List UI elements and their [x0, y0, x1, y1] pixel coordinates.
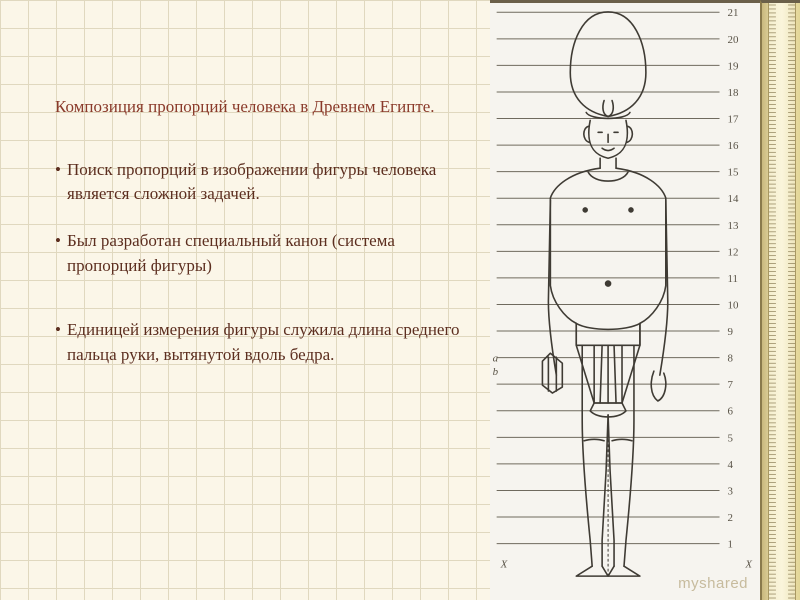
- list-item: Был разработан специальный канон (систем…: [55, 229, 460, 278]
- svg-text:19: 19: [727, 60, 738, 72]
- ruler-ticks: [769, 3, 795, 600]
- svg-text:X: X: [500, 558, 509, 570]
- figure-panel: 123456789101112131415161718192021 abXX: [490, 0, 760, 600]
- ruler-panel: [760, 0, 800, 600]
- text-panel: Композиция пропорций человека в Древнем …: [0, 0, 490, 600]
- svg-text:18: 18: [727, 87, 738, 99]
- svg-text:a: a: [493, 353, 499, 365]
- svg-text:7: 7: [727, 379, 733, 391]
- svg-text:2: 2: [727, 512, 732, 524]
- svg-text:15: 15: [727, 167, 738, 179]
- svg-text:13: 13: [727, 220, 738, 232]
- svg-text:9: 9: [727, 326, 733, 338]
- svg-text:5: 5: [727, 432, 733, 444]
- proportion-diagram: 123456789101112131415161718192021 abXX: [490, 3, 760, 600]
- list-item: Поиск пропорций в изображении фигуры чел…: [55, 158, 460, 207]
- svg-text:4: 4: [727, 459, 733, 471]
- svg-text:17: 17: [727, 113, 738, 125]
- svg-text:16: 16: [727, 140, 738, 152]
- page-title: Композиция пропорций человека в Древнем …: [55, 95, 460, 120]
- svg-text:3: 3: [727, 485, 733, 497]
- svg-text:8: 8: [727, 353, 733, 365]
- ruler-scale: [768, 3, 796, 600]
- svg-text:b: b: [493, 366, 499, 378]
- bullet-list: Поиск пропорций в изображении фигуры чел…: [55, 158, 460, 368]
- svg-text:14: 14: [727, 193, 738, 205]
- svg-text:21: 21: [727, 7, 738, 19]
- svg-text:1: 1: [727, 539, 732, 551]
- svg-text:6: 6: [727, 406, 733, 418]
- svg-text:12: 12: [727, 246, 738, 258]
- svg-text:X: X: [744, 558, 753, 570]
- list-item: Единицей измерения фигуры служила длина …: [55, 318, 460, 367]
- svg-text:10: 10: [727, 299, 738, 311]
- svg-text:20: 20: [727, 34, 738, 46]
- svg-text:11: 11: [727, 273, 738, 285]
